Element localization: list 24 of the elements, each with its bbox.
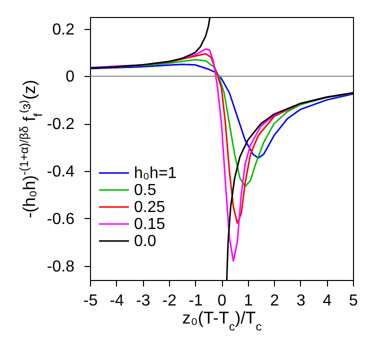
y-tick-label: 0.2 bbox=[52, 21, 75, 38]
x-axis-title: z₀(T-T$_{c}$)/T$_{c}$ bbox=[182, 308, 262, 334]
x-tick-label: 0 bbox=[218, 292, 227, 310]
legend-label: 0.5 bbox=[134, 182, 156, 199]
y-tick-label: -0.4 bbox=[46, 164, 75, 181]
x-tick-label: -4 bbox=[110, 292, 124, 310]
legend-label: h₀h=1 bbox=[134, 165, 177, 182]
x-tick-label: 3 bbox=[296, 292, 306, 310]
x-tick-label: -5 bbox=[83, 292, 98, 310]
line-series bbox=[90, 64, 353, 159]
x-tick-label: 5 bbox=[349, 292, 358, 310]
x-tick-label: 4 bbox=[322, 292, 332, 310]
y-tick-label: -0.8 bbox=[46, 258, 75, 276]
y-tick-label: 0 bbox=[66, 68, 75, 86]
x-tick-label: 1 bbox=[244, 292, 253, 310]
y-tick-label: -0.2 bbox=[46, 116, 75, 134]
x-tick-label: -2 bbox=[162, 292, 177, 310]
legend-label: 0.0 bbox=[134, 233, 156, 250]
x-tick-label: -1 bbox=[188, 292, 203, 310]
x-tick-label: -3 bbox=[136, 292, 150, 310]
legend-label: 0.25 bbox=[134, 199, 166, 216]
x-tick-label: 2 bbox=[270, 292, 280, 310]
y-tick-label: -0.6 bbox=[46, 210, 75, 228]
legend-label: 0.15 bbox=[134, 216, 166, 233]
